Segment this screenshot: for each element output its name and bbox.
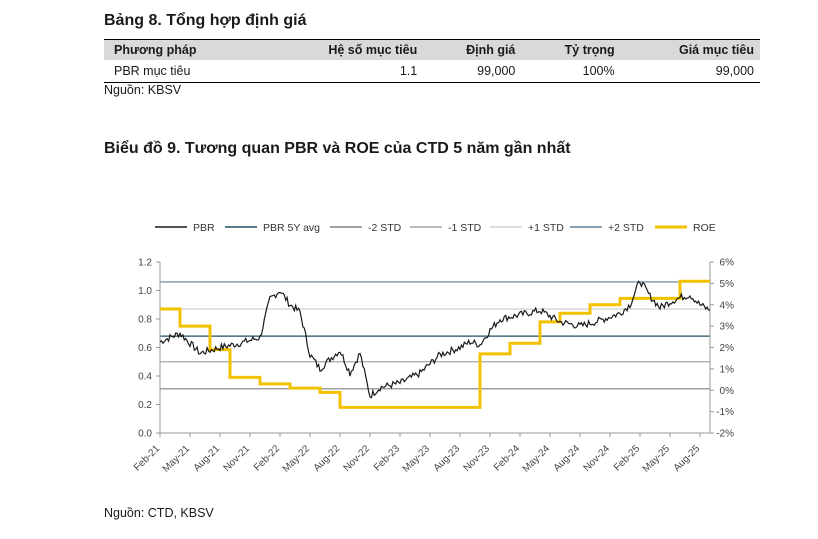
pbr-line (159, 280, 711, 399)
y-left-tick-label: 0.4 (138, 372, 152, 383)
x-tick-label: Aug-24 (552, 443, 583, 474)
cell-weight: 100% (521, 60, 621, 83)
cell-valuation: 99,000 (423, 60, 522, 83)
header-target-multiple: Hệ số mục tiêu (261, 39, 424, 60)
cell-target-multiple: 1.1 (261, 60, 424, 83)
cell-method: PBR mục tiêu (104, 60, 262, 83)
x-tick-label: Aug-21 (192, 443, 223, 474)
x-tick-label: Nov-22 (342, 443, 373, 474)
std-bands (160, 281, 710, 390)
y-right-tick-label: 3% (720, 322, 735, 333)
header-method: Phương pháp (104, 39, 262, 60)
y-right-tick-label: 4% (720, 300, 735, 311)
y-left-tick-label: 0.6 (138, 343, 152, 354)
legend-label-2: -2 STD (368, 222, 402, 234)
legend-label-5: +2 STD (608, 222, 644, 234)
header-valuation: Định giá (423, 39, 522, 60)
x-tick-label: Feb-25 (612, 443, 642, 473)
x-tick-label: Nov-24 (582, 443, 613, 474)
cell-target-price: 99,000 (620, 60, 760, 83)
x-tick-label: May-22 (281, 443, 313, 475)
table-row: PBR mục tiêu 1.1 99,000 100% 99,000 (104, 60, 760, 83)
x-tick-label: Feb-24 (492, 443, 522, 473)
y-right-tick-label: -2% (716, 429, 734, 440)
x-tick-label: May-25 (641, 443, 673, 475)
table-source: Nguồn: KBSV (104, 83, 182, 97)
y-left-tick-label: 1.2 (138, 258, 152, 269)
x-tick-label: Nov-23 (462, 443, 493, 474)
x-tick-label: Aug-25 (672, 443, 703, 474)
y-right-tick-label: 6% (720, 258, 735, 269)
x-tick-label: May-24 (521, 443, 553, 475)
x-tick-label: Feb-23 (372, 443, 402, 473)
y-left-tick-label: 0.8 (138, 315, 152, 326)
table-title: Bảng 8. Tổng hợp định giá (104, 12, 307, 29)
roe-line (160, 279, 710, 409)
x-tick-label: Aug-22 (312, 443, 343, 474)
chart-series (159, 279, 711, 409)
chart-title: Biểu đồ 9. Tương quan PBR và ROE của CTD… (104, 140, 571, 157)
y-right-tick-label: 5% (720, 279, 735, 290)
legend-label-1: PBR 5Y avg (263, 222, 320, 234)
table-header-row: Phương pháp Hệ số mục tiêu Định giá Tỷ t… (104, 39, 760, 60)
x-tick-label: May-23 (401, 443, 433, 475)
chart-legend: PBR PBR 5Y avg -2 STD -1 STD +1 STD +2 STD ROE (155, 222, 716, 234)
chart-source: Nguồn: CTD, KBSV (104, 506, 214, 520)
y-right-tick-label: 0% (720, 386, 735, 397)
chart-axes: 0.0 0.2 0.4 0.6 0.8 1.0 1.2 -2% -1% 0% 1% 2% 3% 4% 5% 6… (132, 258, 734, 475)
x-tick-label: Feb-21 (132, 443, 162, 473)
x-tick-label: Feb-22 (252, 443, 282, 473)
legend-label-4: +1 STD (528, 222, 564, 234)
legend-label-0: PBR (193, 222, 215, 234)
y-left-tick-label: 1.0 (138, 286, 152, 297)
x-tick-label: May-21 (161, 443, 193, 475)
y-left-tick-label: 0.2 (138, 400, 152, 411)
valuation-table: Phương pháp Hệ số mục tiêu Định giá Tỷ t… (104, 39, 760, 83)
legend-label-3: -1 STD (448, 222, 482, 234)
header-weight: Tỷ trọng (521, 39, 621, 60)
x-tick-label: Nov-21 (222, 443, 253, 474)
y-left-tick-label: 0.0 (138, 429, 152, 440)
header-target-price: Giá mục tiêu (620, 39, 760, 60)
y-right-tick-label: 1% (720, 364, 735, 375)
x-tick-label: Aug-23 (432, 443, 463, 474)
y-right-tick-label: 2% (720, 343, 735, 354)
legend-label-6: ROE (693, 222, 716, 234)
y-right-tick-label: -1% (716, 407, 734, 418)
